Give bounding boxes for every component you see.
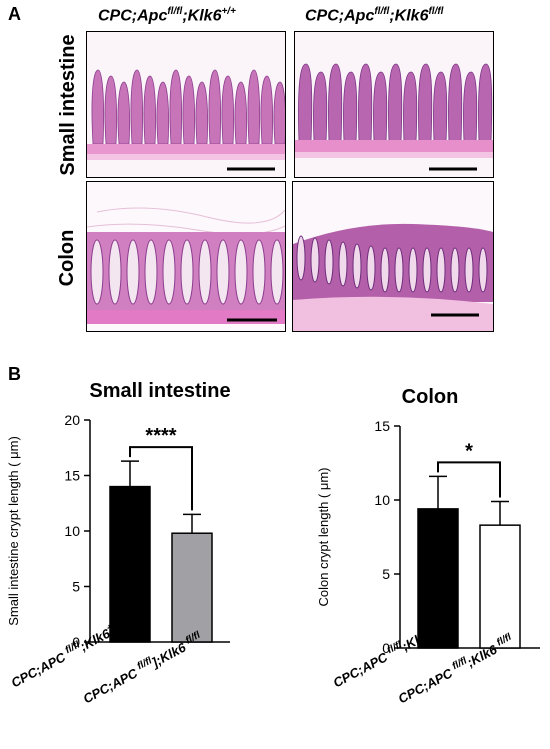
si-y-tick-label: 5 (72, 579, 80, 595)
histology-image-colon-knockout (293, 182, 493, 331)
colon-significance-stars: * (465, 440, 473, 462)
si-bar-0 (109, 485, 151, 643)
crypt (436, 247, 446, 293)
villus (403, 71, 418, 143)
row-label-colon: Colon (56, 229, 78, 287)
villus (328, 63, 343, 143)
crypt (478, 247, 488, 293)
crypt (234, 239, 248, 305)
villus (273, 81, 285, 145)
colon-bar-1 (479, 524, 521, 649)
villus (221, 75, 235, 145)
micrograph-control-colon (86, 181, 286, 332)
villus (104, 75, 118, 145)
panel-a-letter: A (8, 4, 21, 24)
crypt (352, 243, 362, 289)
si-bar-1 (171, 532, 213, 643)
villus (91, 69, 105, 145)
villus (208, 69, 222, 145)
villus (478, 63, 493, 143)
row-label-small-intestine: Small intestine (57, 34, 79, 176)
villus (156, 81, 170, 145)
si-y-tick-label: 10 (64, 523, 80, 539)
si-significance-bracket (129, 446, 193, 511)
villus (343, 71, 358, 143)
chart-title-small-intestine: Small intestine (89, 380, 231, 402)
chart-title-colon: Colon (401, 386, 459, 408)
colon-y-tick-label: 0 (382, 640, 390, 655)
panel-b-letter: B (8, 364, 21, 384)
crypt (422, 247, 432, 293)
colon-bar-chart: 0 5 10 15 Colon crypt length ( μm) * (316, 418, 540, 655)
si-y-axis-label: Small intestine crypt length ( μm) (6, 436, 21, 626)
villus (169, 69, 183, 145)
micrograph-control-small-intestine (86, 31, 286, 178)
micrograph-knockout-colon (292, 181, 494, 332)
villus (448, 63, 463, 143)
colon-significance-bracket (437, 461, 501, 498)
crypt (450, 247, 460, 293)
villus (143, 75, 157, 145)
villus (388, 63, 403, 143)
colon-y-tick-label: 10 (374, 492, 390, 508)
colon-y-tick-label: 15 (374, 418, 390, 434)
si-y-tick-label: 0 (72, 634, 80, 650)
crypt (270, 239, 284, 305)
crypt (380, 247, 390, 293)
si-plot: 0 5 10 15 20 Small intestine crypt length ( μ… (6, 412, 230, 650)
villus (433, 71, 448, 143)
villus (463, 71, 478, 143)
villus (298, 63, 313, 143)
crypt (464, 247, 474, 293)
villus (234, 81, 248, 145)
histology-image-si-knockout (295, 32, 493, 177)
crypt (394, 247, 404, 293)
genotype-label-control: CPC;Apcfl/fl;Klk6+/+ (98, 6, 236, 25)
crypt (90, 239, 104, 305)
crypt (338, 241, 348, 287)
micrograph-knockout-small-intestine (294, 31, 494, 178)
crypt (198, 239, 212, 305)
crypt (408, 247, 418, 293)
si-y-tick-label: 15 (64, 468, 80, 484)
crypt (108, 239, 122, 305)
crypt (252, 239, 266, 305)
histology-image-colon-control (87, 182, 285, 331)
crypt (216, 239, 230, 305)
colon-y-tick-label: 5 (382, 566, 390, 582)
colon-y-axis-label: Colon crypt length ( μm) (316, 468, 331, 607)
villus (195, 81, 209, 145)
si-significance-stars: **** (145, 425, 176, 447)
crypt (180, 239, 194, 305)
crypt (144, 239, 158, 305)
small-intestine-bar-chart: 0 5 10 15 20 Small intestine crypt length ( μ… (6, 412, 230, 650)
colon-bar-0 (417, 508, 459, 649)
villus (373, 71, 388, 143)
villus (260, 75, 274, 145)
villus (358, 63, 373, 143)
crypt (296, 235, 306, 281)
crypt (366, 245, 376, 291)
villus (182, 75, 196, 145)
villus (247, 69, 261, 145)
colon-plot: 0 5 10 15 Colon crypt length ( μm) * (316, 418, 540, 655)
villus (117, 81, 131, 145)
genotype-label-knockout: CPC;Apcfl/fl;Klk6fl/fl (305, 6, 444, 25)
histology-image-si-control (87, 32, 285, 177)
crypt (324, 239, 334, 285)
crypt (162, 239, 176, 305)
villus (313, 71, 328, 143)
villus (418, 63, 433, 143)
crypt (126, 239, 140, 305)
villus (130, 69, 144, 145)
crypt (310, 237, 320, 283)
si-y-tick-label: 20 (64, 412, 80, 428)
